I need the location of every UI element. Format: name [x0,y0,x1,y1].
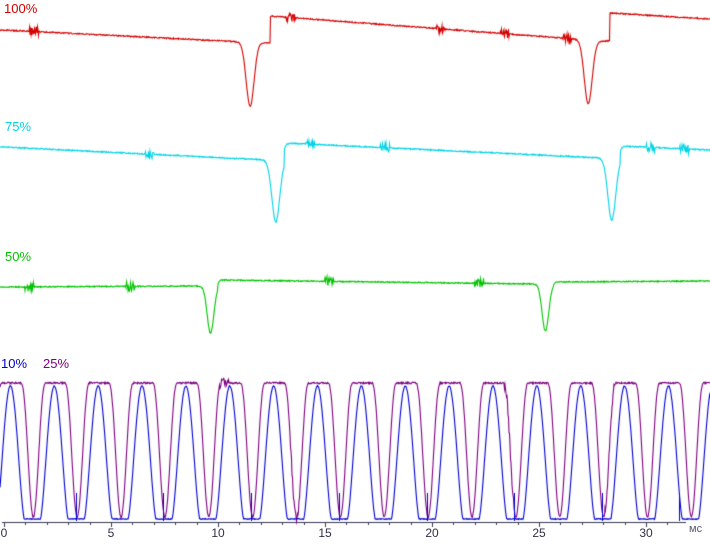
oscilloscope-canvas [0,0,710,555]
oscillogram-screenshot: мс 100% 75% 50% 25% 10% 0 5 10 15 20 25 30 [0,0,710,555]
